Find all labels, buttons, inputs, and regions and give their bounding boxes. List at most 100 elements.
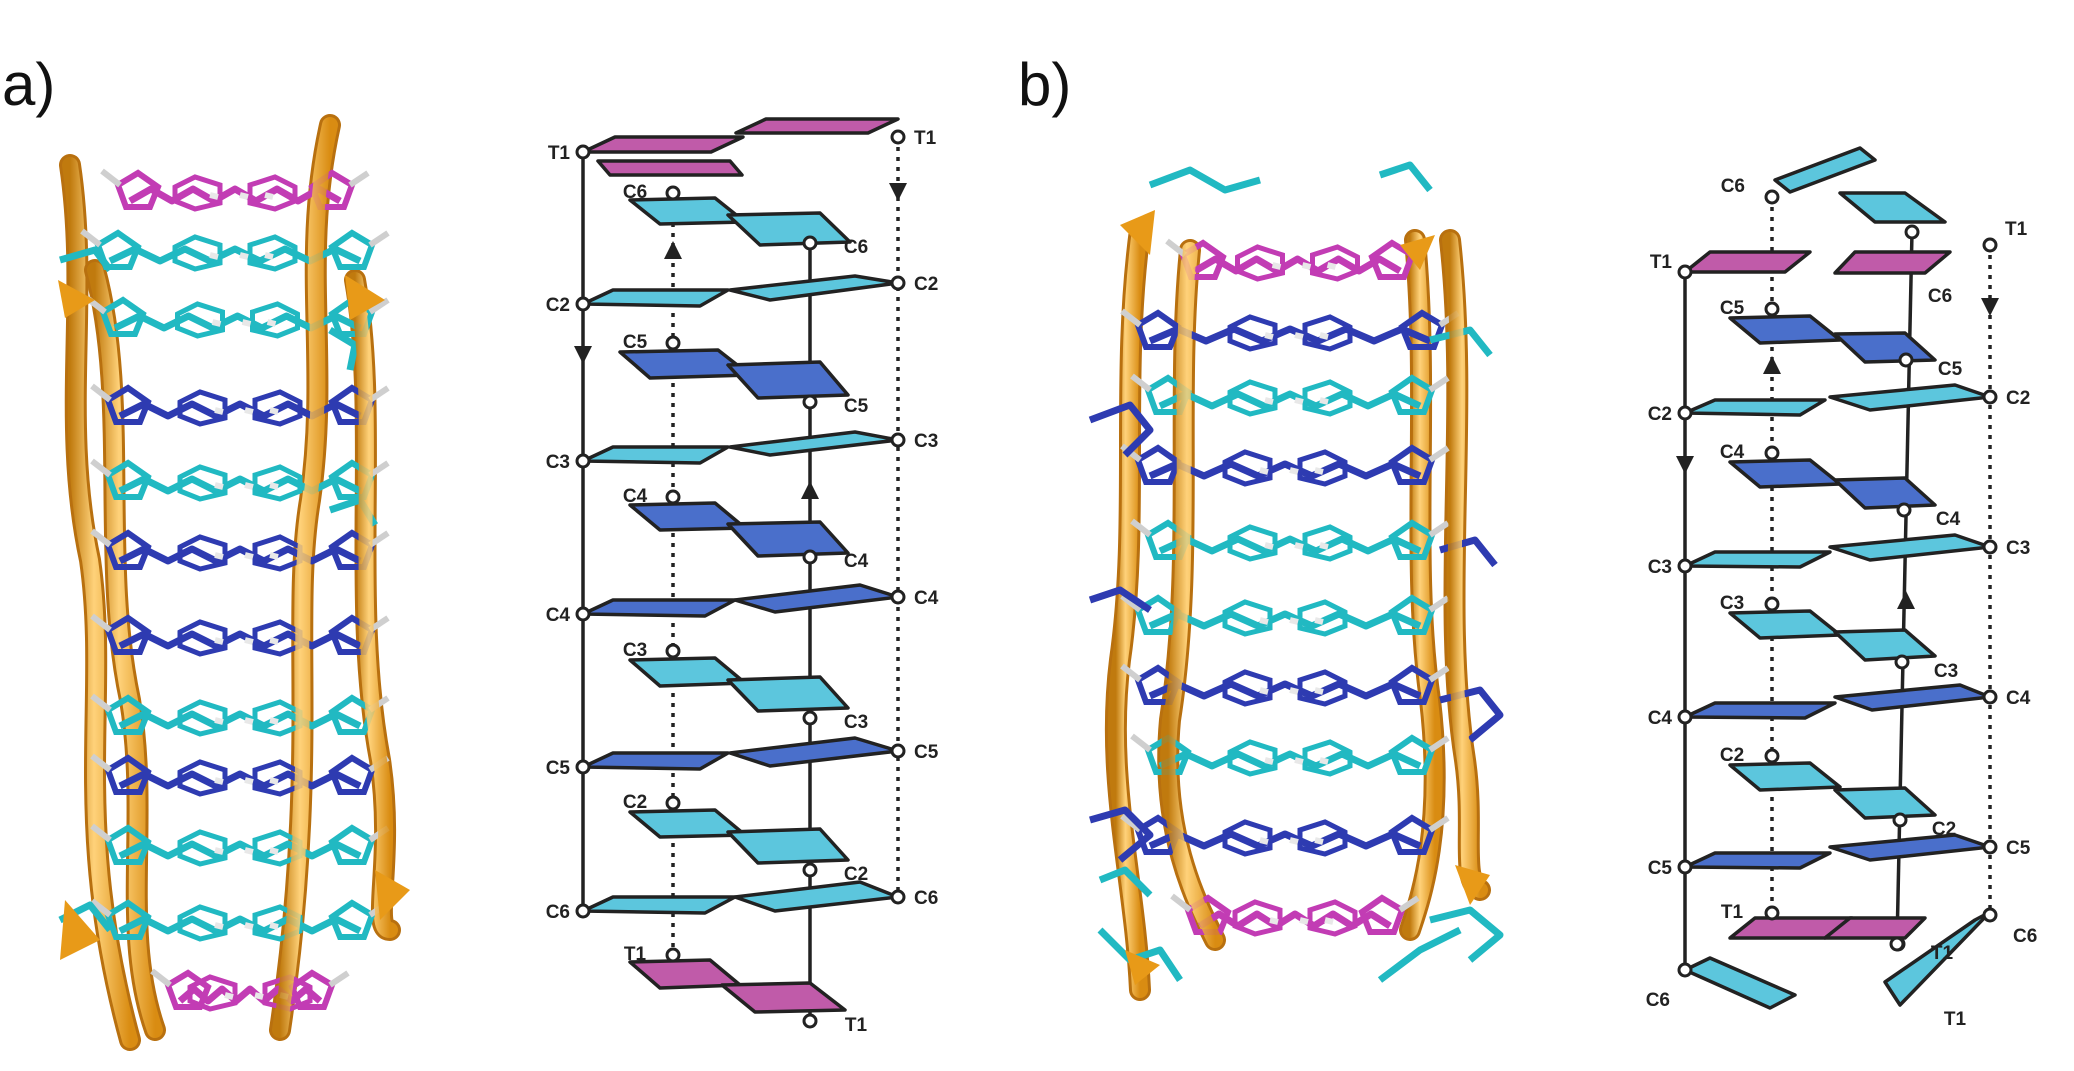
- base-sticks: [1198, 910, 1392, 930]
- hydrogen-stick: [368, 530, 390, 548]
- hydrogen-stick: [269, 777, 279, 785]
- ribbon-arrow: [60, 900, 100, 960]
- hydrogen-stick: [244, 847, 254, 855]
- strand-node: [1764, 748, 1780, 764]
- hydrogen-stick: [1314, 687, 1324, 695]
- base-plate: [1828, 833, 1992, 862]
- ribbon-arrow: [58, 280, 95, 318]
- hydrogen-stick: [80, 228, 102, 248]
- strand-label: T1: [1650, 252, 1673, 273]
- base-ring: [1302, 379, 1353, 417]
- base-plate: [726, 211, 852, 247]
- strand-label: T1: [1944, 1009, 1967, 1030]
- base-ring: [177, 699, 228, 737]
- hydrogen-stick: [269, 847, 279, 855]
- strand-label: C3: [1934, 661, 1958, 682]
- sugar-ring: [1388, 664, 1436, 705]
- strand-label: T1: [914, 128, 937, 149]
- base-ring: [247, 234, 298, 272]
- base-plate: [726, 827, 850, 865]
- base-ring: [1222, 449, 1273, 487]
- base-ring: [1235, 244, 1285, 282]
- hydrogen-stick: [1324, 917, 1334, 925]
- hydrogen-stick: [1289, 467, 1299, 475]
- base-ring: [1297, 599, 1348, 637]
- strand-arrow: [574, 346, 592, 364]
- strand-node: [1898, 352, 1914, 368]
- strand-label: C5: [1938, 359, 1963, 380]
- hydrogen-stick: [214, 717, 224, 725]
- strand-node: [1677, 859, 1693, 875]
- hydrogen-stick: [1428, 665, 1450, 683]
- base-plate: [1683, 250, 1812, 274]
- base-pair: [150, 968, 350, 1012]
- backbone-ribbon: [1402, 232, 1443, 938]
- base-sticks: [1193, 255, 1402, 275]
- base-ring: [1222, 669, 1273, 707]
- hydrogen-stick: [1165, 238, 1187, 258]
- strand-node: [575, 759, 591, 775]
- base-plate: [1683, 701, 1837, 720]
- hydrogen-stick: [1271, 262, 1282, 270]
- strand-label: C2: [1932, 819, 1956, 840]
- hydrogen-stick: [100, 168, 122, 188]
- hydrogen-stick: [244, 552, 254, 560]
- base-ring: [1227, 314, 1278, 352]
- base-sticks: [118, 710, 362, 730]
- base-plate: [728, 274, 900, 302]
- base-pair: [90, 528, 390, 572]
- base-plate: [726, 675, 850, 713]
- ribbon-arrow: [1400, 235, 1435, 270]
- base-ring: [1297, 819, 1348, 857]
- strand-node: [1892, 812, 1908, 828]
- side-sticks: [1088, 401, 1154, 458]
- hydrogen-stick: [266, 319, 277, 327]
- hydrogen-stick: [368, 385, 390, 403]
- strand-label: T1: [845, 1015, 868, 1036]
- hydrogen-stick: [90, 613, 112, 633]
- side-sticks: [1377, 926, 1462, 983]
- hydrogen-stick: [214, 552, 224, 560]
- hydrogen-stick: [1130, 373, 1152, 393]
- hydrogen-stick: [368, 297, 390, 315]
- hydrogen-stick: [1294, 542, 1304, 550]
- hydrogen-stick: [214, 922, 224, 930]
- strand-node: [890, 275, 906, 291]
- sugar-ring: [104, 754, 152, 795]
- base-plate: [1728, 458, 1842, 489]
- strand-label: C3: [1648, 557, 1672, 578]
- hydrogen-stick: [269, 922, 279, 930]
- hydrogen-stick: [1289, 687, 1299, 695]
- sugar-ring: [164, 969, 212, 1010]
- base-plate: [1823, 916, 1927, 940]
- base-pair: [90, 383, 390, 427]
- strand-label: C5: [546, 758, 571, 779]
- strand-node: [575, 144, 591, 160]
- base-plate: [581, 445, 730, 465]
- strand-node: [1982, 237, 1998, 253]
- base-plate: [1833, 476, 1937, 510]
- hydrogen-stick: [1428, 520, 1450, 538]
- base-ring: [175, 301, 225, 339]
- strand-label: C4: [1720, 442, 1745, 463]
- sugar-ring: [328, 694, 376, 735]
- hydrogen-stick: [244, 717, 254, 725]
- strand-node: [1677, 558, 1693, 574]
- strand-label: T1: [548, 143, 571, 164]
- strand-node: [665, 185, 681, 201]
- hydrogen-stick: [150, 968, 172, 988]
- base-pair: [85, 295, 390, 339]
- ribbon-arrow: [1120, 210, 1155, 255]
- hydrogen-stick: [90, 693, 112, 713]
- sugar-ring: [1358, 894, 1406, 935]
- panel-a-label: a): [2, 51, 56, 118]
- strand-label: C4: [1648, 708, 1673, 729]
- sugar-ring: [328, 824, 376, 865]
- hydrogen-stick: [1319, 397, 1329, 405]
- side-sticks: [1088, 586, 1152, 613]
- strand-label: C3: [2006, 538, 2030, 559]
- base-ring: [177, 759, 228, 797]
- strand-label: C3: [1720, 593, 1744, 614]
- base-plate: [596, 159, 744, 177]
- sugar-ring: [114, 169, 162, 210]
